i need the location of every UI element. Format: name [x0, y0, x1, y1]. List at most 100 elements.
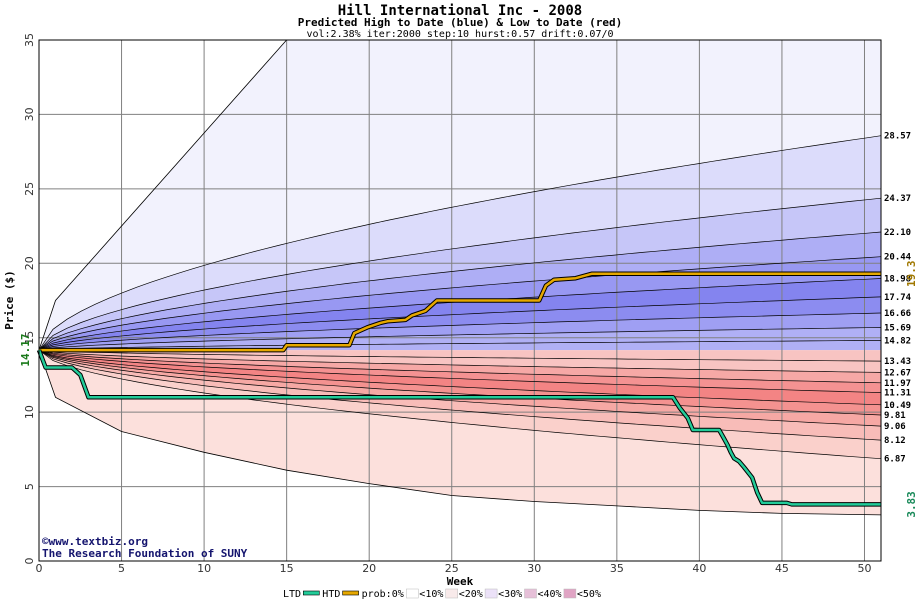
- high-band-area: [39, 340, 881, 351]
- high-band-area: [39, 327, 881, 351]
- legend-ltd-label: LTD: [283, 589, 301, 600]
- y-tick-label: 30: [23, 107, 36, 121]
- y-tick-label: 35: [23, 33, 36, 47]
- chart-params: vol:2.38% iter:2000 step:10 hurst:0.57 d…: [306, 29, 613, 40]
- chart-subtitle: Predicted High to Date (blue) & Low to D…: [298, 16, 623, 29]
- low-band-area: [39, 350, 881, 373]
- x-tick-label: 35: [610, 562, 624, 575]
- y-tick-label: 5: [23, 483, 36, 490]
- high-band-end-label: 20.44: [884, 253, 912, 263]
- legend-band-label: <50%: [577, 589, 601, 600]
- legend-band-swatch: [563, 588, 577, 599]
- band-boundary-line: [38, 312, 882, 351]
- x-tick-label: 5: [118, 562, 125, 575]
- low-band-end-label: 13.43: [884, 357, 911, 367]
- axis-tick-labels: 0 5 10 15 20 25 30 35 40 45 50 0 5 10 15 20 25 30 35: [23, 33, 871, 575]
- legend-band-label: <20%: [459, 589, 483, 600]
- outer-low-line: [38, 349, 882, 516]
- legend-htd-label: HTD: [322, 589, 340, 600]
- low-band-area: [39, 350, 881, 393]
- high-band-end-label: 28.57: [884, 132, 911, 142]
- x-tick-label: 15: [280, 562, 294, 575]
- high-band-end-label: 17.74: [884, 293, 912, 303]
- x-tick-label: 20: [362, 562, 376, 575]
- band-boundary-line: [38, 349, 882, 373]
- low-band-end-label: 8.12: [884, 436, 906, 446]
- x-tick-label: 0: [36, 562, 43, 575]
- y-tick-label: 0: [23, 558, 36, 565]
- high-band-end-label: 15.69: [884, 323, 911, 333]
- low-band-area: [39, 350, 881, 515]
- band-boundary-line: [38, 349, 882, 384]
- high-band-end-label: 18.98: [884, 274, 911, 284]
- high-band-area: [39, 256, 881, 351]
- band-boundary-line: [38, 349, 882, 427]
- x-tick-label: 50: [857, 562, 871, 575]
- y-tick-label: 20: [23, 256, 36, 270]
- legend-prob-label: prob:0%: [362, 589, 404, 600]
- legend-ltd-swatch: [302, 590, 320, 596]
- ltd-final-label: 3.83: [905, 491, 918, 518]
- htd-final-label: 19.3: [905, 260, 918, 287]
- low-band-end-label: 11.97: [884, 379, 911, 389]
- band-boundary-lines: [38, 39, 882, 516]
- low-band-end-label: 10.49: [884, 401, 911, 411]
- low-band-end-label: 11.31: [884, 389, 911, 399]
- outer-high-line: [38, 39, 287, 351]
- band-boundary-line: [38, 296, 882, 351]
- band-boundary-line: [38, 256, 882, 351]
- low-band-end-label: 9.06: [884, 422, 906, 432]
- legend-band-swatch: [445, 588, 458, 599]
- band-boundary-line: [38, 349, 882, 416]
- low-band-end-label: 6.87: [884, 455, 906, 465]
- probability-bands: [39, 40, 881, 515]
- band-boundary-line: [38, 349, 882, 441]
- high-band-area: [39, 232, 881, 351]
- legend-band-label: <10%: [419, 589, 443, 600]
- y-axis-label: Price ($): [3, 270, 16, 330]
- band-end-labels: 28.57 24.37 22.10 20.44 18.98 17.74 16.66 15.69…: [884, 132, 912, 465]
- high-band-area: [39, 313, 881, 351]
- high-band-end-label: 22.10: [884, 228, 911, 238]
- low-band-area: [39, 350, 881, 459]
- legend-band-swatch: [484, 588, 498, 599]
- band-boundary-line: [38, 231, 882, 351]
- legend-band-swatch: [524, 588, 537, 599]
- band-boundary-line: [38, 349, 882, 362]
- x-tick-label: 45: [775, 562, 789, 575]
- series-lines: [36, 271, 881, 507]
- credit-organization: The Research Foundation of SUNY: [42, 547, 248, 560]
- low-band-area: [39, 350, 881, 383]
- high-band-area: [39, 40, 881, 351]
- start-price-label: 14.17: [19, 334, 32, 367]
- legend-band-swatch: [406, 588, 419, 599]
- chart-title: Hill International Inc - 2008: [338, 3, 582, 19]
- low-band-end-label: 9.81: [884, 411, 906, 421]
- band-boundary-line: [38, 327, 882, 351]
- band-boundary-line: [38, 197, 882, 351]
- low-band-end-label: 12.67: [884, 368, 911, 378]
- high-band-area: [39, 198, 881, 351]
- band-boundary-line: [38, 135, 882, 351]
- high-band-end-label: 14.82: [884, 336, 911, 346]
- low-band-area: [39, 350, 881, 441]
- x-tick-label: 25: [445, 562, 459, 575]
- y-tick-label: 15: [23, 331, 36, 345]
- band-boundary-line: [38, 349, 882, 460]
- legend-band-label: <40%: [538, 589, 562, 600]
- x-axis-label: Week: [447, 575, 474, 588]
- legend-band-label: <30%: [498, 589, 522, 600]
- high-band-end-label: 24.37: [884, 194, 911, 204]
- legend: LTD HTD prob:0% <10% <20% <30% <40% <50%: [283, 588, 601, 600]
- band-boundary-line: [38, 340, 882, 351]
- y-tick-label: 10: [23, 405, 36, 419]
- band-boundary-line: [38, 349, 882, 393]
- low-band-area: [39, 350, 881, 362]
- legend-htd-swatch: [342, 590, 359, 596]
- plot-frame: [38, 39, 882, 562]
- x-tick-label: 10: [197, 562, 211, 575]
- low-band-area: [39, 350, 881, 427]
- high-band-area: [39, 296, 881, 351]
- x-tick-label: 40: [692, 562, 706, 575]
